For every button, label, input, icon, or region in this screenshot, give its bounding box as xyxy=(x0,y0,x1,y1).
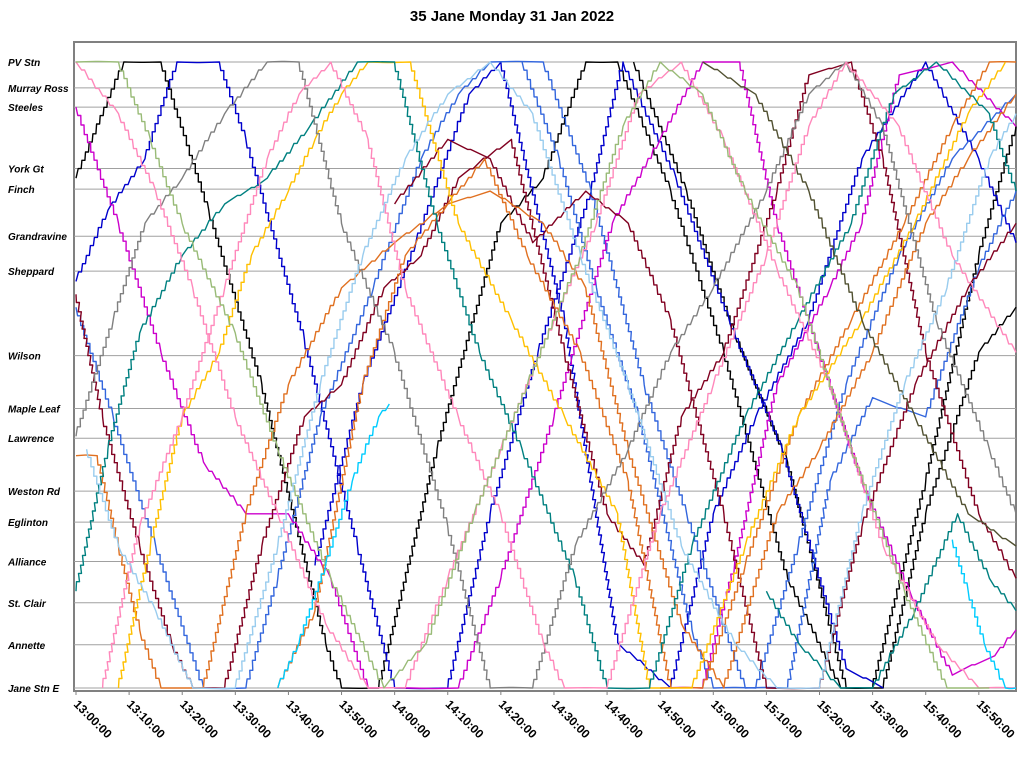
trip-series xyxy=(75,60,1017,690)
stop-label: Weston Rd xyxy=(8,487,61,498)
trip-line-veh-14 xyxy=(75,61,1017,690)
time-tick-label: 14:30:00 xyxy=(549,697,593,741)
time-tick-label: 15:50:00 xyxy=(974,697,1018,741)
trip-line-veh-10 xyxy=(394,138,1017,690)
trip-line-veh-19 xyxy=(101,61,1017,689)
stop-label: Finch xyxy=(8,185,35,196)
trip-line-veh-11 xyxy=(75,61,1017,689)
trip-line-veh-15 xyxy=(765,513,1017,689)
time-tick-label: 14:10:00 xyxy=(443,697,487,741)
trip-line-veh-1 xyxy=(75,61,1017,689)
stop-label: Jane Stn E xyxy=(8,684,59,695)
time-tick-label: 15:00:00 xyxy=(708,697,752,741)
trip-line-veh-20 xyxy=(75,60,990,689)
time-tick-label: 13:20:00 xyxy=(177,697,221,741)
trip-line-veh-21 xyxy=(85,61,1017,690)
trip-line-veh-12 xyxy=(277,93,1017,689)
time-tick-label: 13:10:00 xyxy=(124,697,168,741)
time-tick-label: 13:30:00 xyxy=(230,697,274,741)
stop-label: Lawrence xyxy=(8,434,55,445)
stop-label: Steeles xyxy=(8,103,43,114)
stop-label: York Gt xyxy=(8,164,44,175)
trip-line-veh-23 xyxy=(951,539,1017,690)
trip-line-veh-5 xyxy=(75,60,1017,690)
stop-label: Alliance xyxy=(7,558,47,569)
trip-line-veh-16 xyxy=(75,60,1017,689)
time-tick-label: 15:40:00 xyxy=(921,697,965,741)
stop-label: Murray Ross xyxy=(8,84,69,95)
time-tick-label: 14:00:00 xyxy=(390,697,434,741)
stop-label: Eglinton xyxy=(8,518,48,529)
trip-line-veh-8 xyxy=(660,61,1017,689)
time-tick-label: 14:20:00 xyxy=(496,697,540,741)
trip-line-veh-22 xyxy=(277,403,390,689)
stop-label: Annette xyxy=(7,641,46,652)
time-tick-label: 14:40:00 xyxy=(602,697,646,741)
chart-title: 35 Jane Monday 31 Jan 2022 xyxy=(409,8,615,25)
time-axis: 13:00:00 13:10:00 13:20:00 13:30:00 13:40:00… xyxy=(71,690,1018,741)
stop-label: Maple Leaf xyxy=(8,405,61,416)
time-tick-label: 15:20:00 xyxy=(814,697,858,741)
stop-label: Sheppard xyxy=(8,267,55,278)
trip-line-veh-13 xyxy=(117,61,1007,689)
time-tick-label: 13:50:00 xyxy=(336,697,380,741)
time-tick-label: 15:10:00 xyxy=(761,697,805,741)
trip-line-veh-6 xyxy=(521,61,1017,689)
time-tick-label: 13:00:00 xyxy=(71,697,115,741)
stop-label: Grandravine xyxy=(8,232,67,243)
stop-labels: PV Stn Murray Ross Steeles York Gt Finch Gran… xyxy=(7,58,69,695)
trip-line-veh-2 xyxy=(632,61,1017,689)
time-tick-label: 15:30:00 xyxy=(867,697,911,741)
time-tick-label: 13:40:00 xyxy=(283,697,327,741)
stop-label: St. Clair xyxy=(8,599,47,610)
stop-label: Wilson xyxy=(8,352,41,363)
trip-line-veh-17 xyxy=(702,61,1017,547)
stop-label: PV Stn xyxy=(8,58,40,69)
time-tick-label: 14:50:00 xyxy=(655,697,699,741)
plot-area xyxy=(73,41,1017,692)
